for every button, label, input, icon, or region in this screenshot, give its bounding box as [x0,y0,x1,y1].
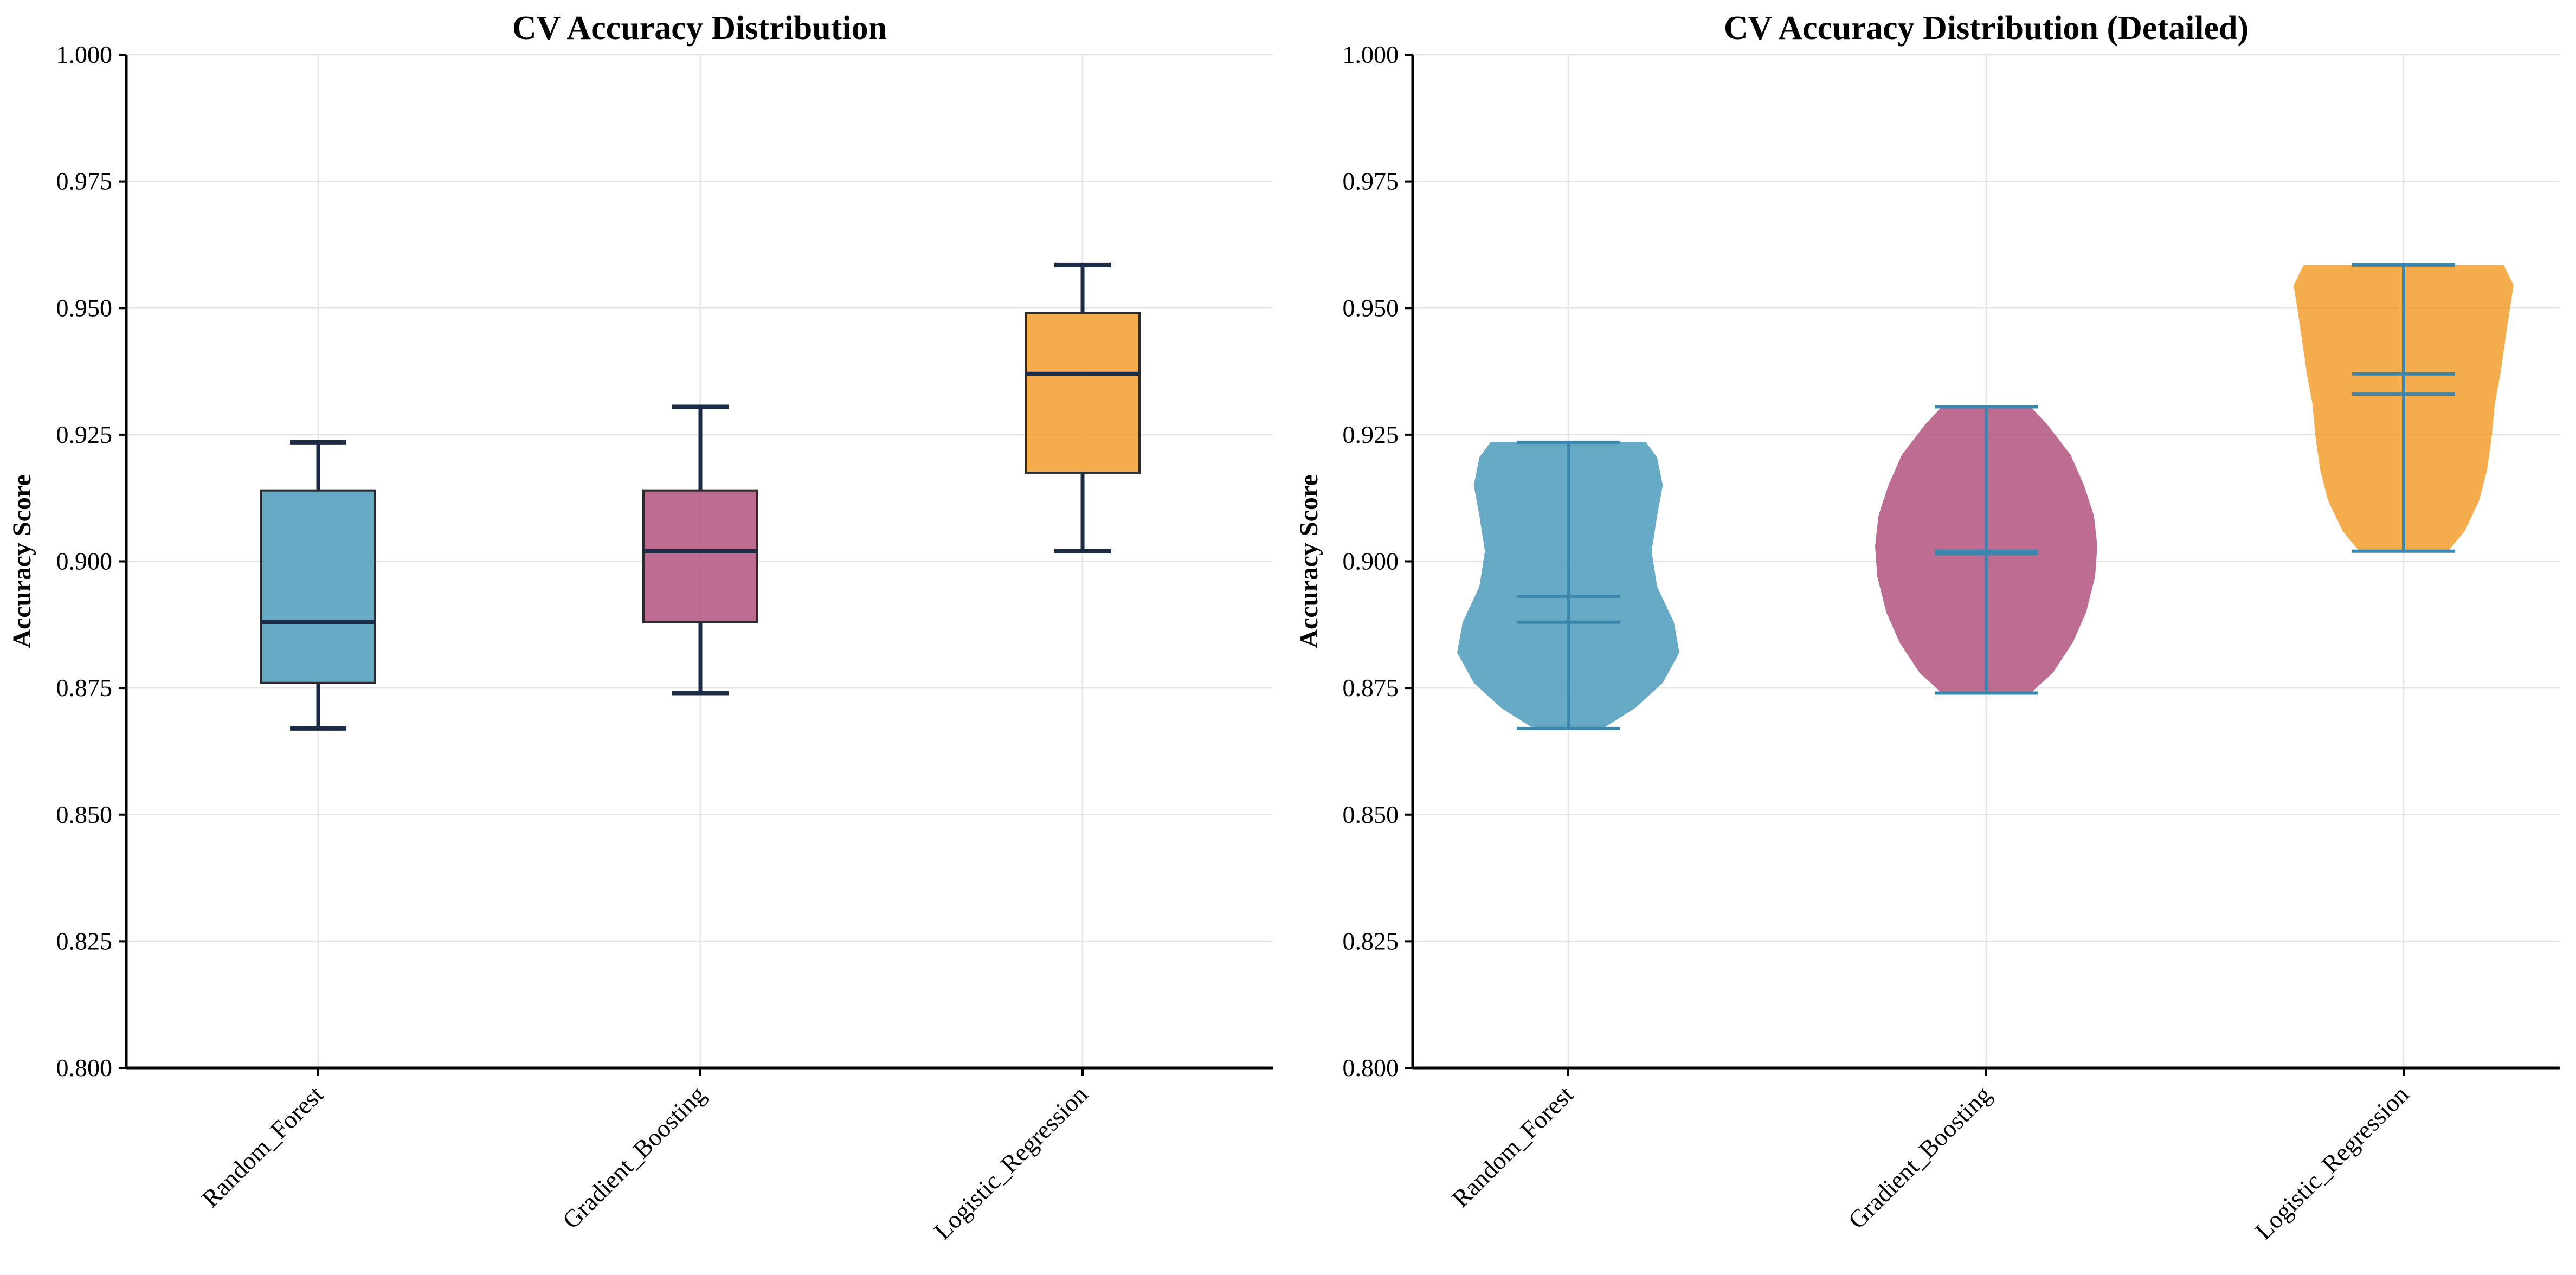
box-random-forest [260,489,376,684]
y-axis-label: Accuracy Score [8,474,36,648]
y-tick-label: 0.900 [56,548,113,575]
y-tick-label: 0.925 [56,421,113,448]
x-tick-label: Logistic_Regression [929,1080,1093,1245]
y-tick-label: 0.975 [56,168,113,195]
y-tick-label: 0.800 [1343,1054,1399,1081]
y-tick-label: 0.975 [1343,168,1399,195]
y-tick-label: 0.900 [1343,548,1399,575]
x-tick-label: Logistic_Regression [2250,1080,2414,1245]
x-tick-label: Gradient_Boosting [1843,1080,1997,1234]
box-gradient-boosting [642,489,758,623]
violin-plot-panel: CV Accuracy Distribution (Detailed) 0.800… [1295,10,2560,1245]
y-tick-label: 0.825 [56,927,113,955]
y-tick-label: 0.850 [1343,801,1399,828]
y-axis-label: Accuracy Score [1295,474,1323,648]
chart-title: CV Accuracy Distribution [512,10,887,47]
x-tick-label: Random_Forest [1446,1080,1579,1213]
y-tick-label: 0.800 [56,1054,113,1081]
box-logistic-regression [1025,312,1141,474]
chart-title: CV Accuracy Distribution (Detailed) [1724,10,2249,47]
y-tick-label: 0.875 [1343,674,1399,701]
y-tick-label: 1.000 [56,41,113,68]
y-tick-label: 0.950 [1343,294,1399,321]
y-tick-label: 0.925 [1343,421,1399,448]
y-tick-label: 0.875 [56,674,113,701]
box-plot-panel: CV Accuracy Distribution 0.800 0.825 0.850 0… [8,10,1273,1245]
y-tick-label: 1.000 [1343,41,1399,68]
x-tick-label: Gradient_Boosting [557,1080,711,1234]
x-tick-label: Random_Forest [196,1080,329,1213]
y-tick-label: 0.825 [1343,927,1399,955]
y-tick-label: 0.850 [56,801,113,828]
y-tick-label: 0.950 [56,294,113,321]
